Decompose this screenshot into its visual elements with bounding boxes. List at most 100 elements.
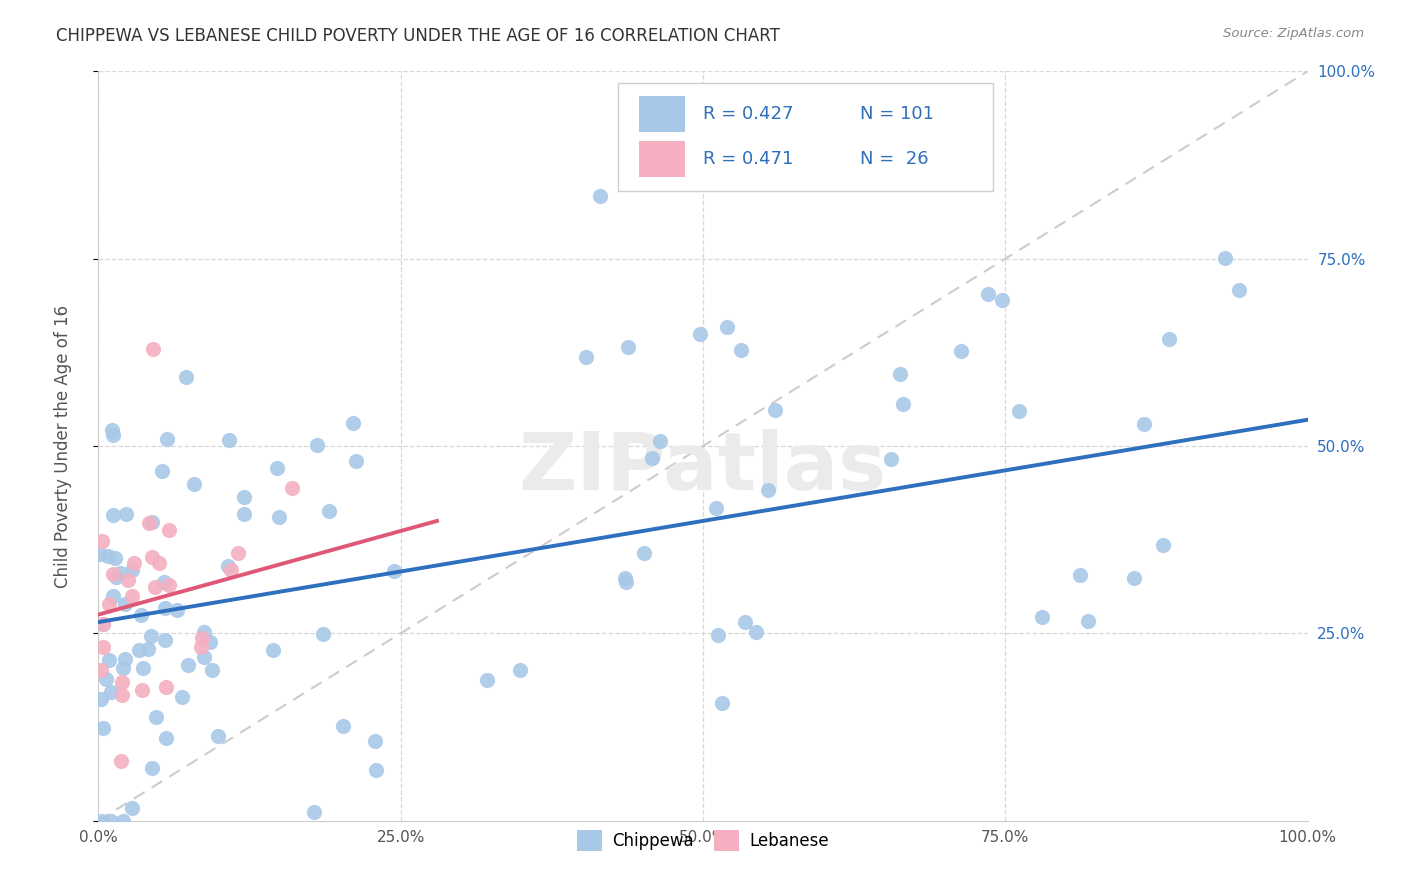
Point <box>101 427 124 442</box>
Point <box>139 629 162 643</box>
Point <box>744 624 766 639</box>
Point <box>1069 567 1091 582</box>
Point <box>218 433 240 447</box>
Point <box>756 483 779 498</box>
Point <box>170 690 193 704</box>
Point <box>153 632 176 647</box>
Point <box>131 682 153 697</box>
Point <box>763 402 786 417</box>
Point <box>114 597 136 611</box>
Point <box>201 663 224 677</box>
FancyBboxPatch shape <box>619 83 993 191</box>
Point <box>166 603 188 617</box>
Point <box>97 549 120 563</box>
Point <box>91 640 114 654</box>
Point <box>1077 614 1099 628</box>
Point <box>219 563 242 577</box>
Point <box>233 491 256 505</box>
Point <box>155 731 177 745</box>
Point <box>112 660 135 674</box>
Point <box>103 508 125 523</box>
Point <box>153 601 176 615</box>
Point <box>174 370 197 384</box>
Point <box>100 814 122 828</box>
Point <box>108 566 131 580</box>
Text: R = 0.427: R = 0.427 <box>703 105 793 123</box>
Point <box>193 649 215 664</box>
Point <box>641 451 664 466</box>
Point <box>575 350 598 364</box>
Point <box>124 556 146 570</box>
Point <box>711 696 734 710</box>
Point <box>191 631 214 645</box>
Point <box>101 424 124 438</box>
Point <box>183 477 205 491</box>
Point <box>145 580 167 594</box>
Point <box>114 507 136 521</box>
Point <box>177 657 200 672</box>
Point <box>110 754 132 768</box>
Point <box>382 565 405 579</box>
Point <box>193 625 215 640</box>
Point <box>101 566 124 581</box>
Point <box>128 643 150 657</box>
Point <box>305 438 328 452</box>
Point <box>891 397 914 411</box>
Point <box>148 556 170 570</box>
Point <box>616 340 638 354</box>
Point <box>104 570 127 584</box>
Point <box>91 721 114 735</box>
Point <box>716 320 738 334</box>
Point <box>363 734 385 748</box>
Point <box>91 616 114 631</box>
Point <box>302 805 325 819</box>
Point <box>121 801 143 815</box>
Point <box>707 628 730 642</box>
Point <box>190 640 212 654</box>
Point <box>97 597 120 611</box>
Point <box>159 578 181 592</box>
Point <box>90 814 112 828</box>
Point <box>121 563 143 577</box>
FancyBboxPatch shape <box>638 142 685 178</box>
Point <box>114 652 136 666</box>
Point <box>880 452 903 467</box>
Point <box>141 761 163 775</box>
Point <box>509 663 531 677</box>
Point <box>98 652 121 666</box>
Point <box>112 814 135 828</box>
Point <box>129 607 152 622</box>
Point <box>94 672 117 686</box>
Point <box>90 534 112 549</box>
Point <box>233 507 256 521</box>
Text: CHIPPEWA VS LEBANESE CHILD POVERTY UNDER THE AGE OF 16 CORRELATION CHART: CHIPPEWA VS LEBANESE CHILD POVERTY UNDER… <box>56 27 780 45</box>
Point <box>281 481 304 495</box>
Point <box>1152 538 1174 552</box>
Point <box>730 343 752 358</box>
Point <box>977 287 1000 301</box>
Point <box>266 460 288 475</box>
Text: N = 101: N = 101 <box>860 105 934 123</box>
Text: Source: ZipAtlas.com: Source: ZipAtlas.com <box>1223 27 1364 40</box>
Point <box>145 710 167 724</box>
Point <box>141 516 163 530</box>
Point <box>364 763 387 777</box>
Point <box>475 673 498 688</box>
Point <box>1213 252 1236 266</box>
Legend: Chippewa, Lebanese: Chippewa, Lebanese <box>571 823 835 857</box>
Point <box>990 293 1012 307</box>
Point <box>1159 332 1181 346</box>
Point <box>1133 417 1156 431</box>
Point <box>648 434 671 448</box>
Point <box>198 635 221 649</box>
Point <box>588 188 610 202</box>
Point <box>217 558 239 573</box>
Point <box>157 523 180 537</box>
Point <box>312 627 335 641</box>
Point <box>1031 609 1053 624</box>
Point <box>614 574 637 589</box>
Point <box>1123 570 1146 584</box>
Point <box>90 664 112 678</box>
Point <box>704 501 727 516</box>
Point <box>138 516 160 531</box>
